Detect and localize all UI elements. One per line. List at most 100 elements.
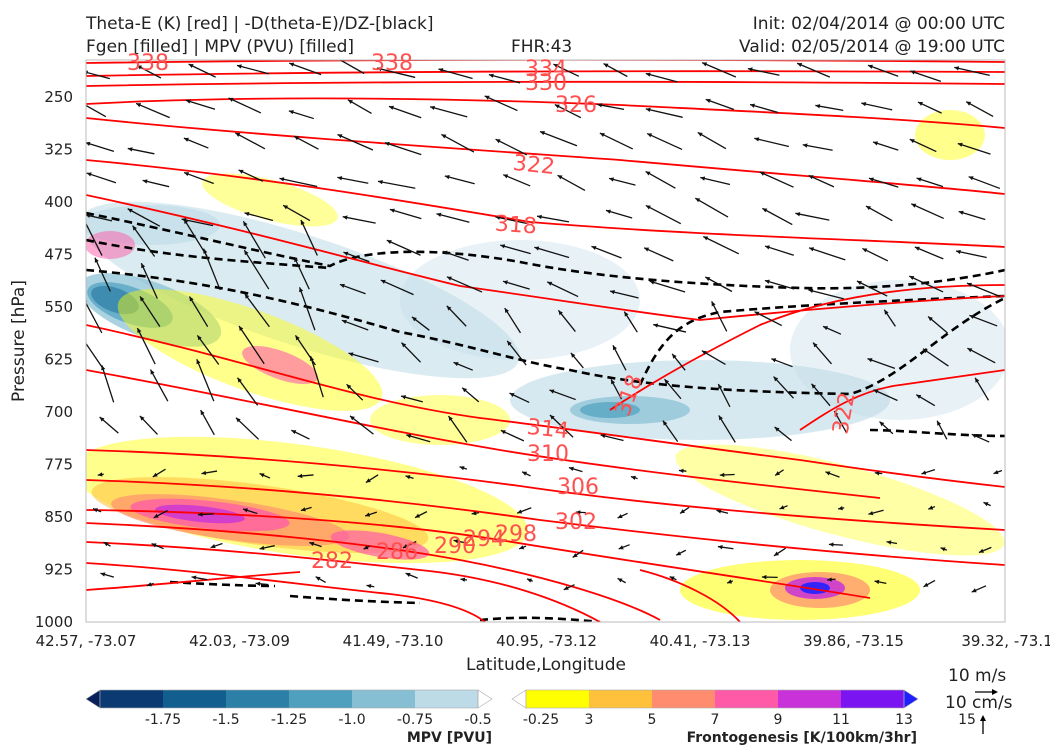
wind-vector bbox=[343, 251, 370, 263]
wind-vector bbox=[366, 584, 375, 589]
wind-vector bbox=[966, 282, 1001, 298]
theta-e-contour bbox=[86, 369, 881, 499]
theta-e-contour bbox=[86, 70, 1005, 77]
wind-vector bbox=[446, 305, 467, 327]
wind-vector bbox=[549, 414, 574, 438]
wind-vector bbox=[341, 319, 369, 331]
theta-e-contour bbox=[86, 562, 486, 622]
wind-vector bbox=[406, 434, 431, 443]
wind-vector bbox=[191, 575, 208, 581]
wind-vector bbox=[862, 247, 889, 262]
colorbar-tick-label: 11 bbox=[832, 712, 850, 728]
ddz-contour bbox=[638, 294, 1005, 386]
wind-vector bbox=[402, 540, 417, 549]
wind-vector bbox=[244, 293, 270, 328]
colorbar-tick-label: -0.25 bbox=[523, 712, 559, 728]
colorbar-swatch bbox=[652, 690, 716, 708]
wind-vector bbox=[502, 280, 530, 290]
wind-vector bbox=[461, 387, 480, 403]
plot-frame bbox=[85, 59, 1006, 623]
wind-vector bbox=[288, 110, 314, 120]
theta-e-contour bbox=[86, 97, 1005, 129]
wind-vector bbox=[337, 176, 369, 184]
wind-vector bbox=[645, 204, 682, 225]
theta-e-contour bbox=[639, 569, 741, 622]
wind-vector bbox=[438, 68, 473, 80]
colorbar-tick-label: -0.5 bbox=[464, 712, 491, 728]
wind-vector bbox=[909, 275, 944, 293]
ddz-contour bbox=[169, 580, 276, 588]
wind-vector bbox=[921, 469, 936, 475]
wind-vector bbox=[203, 248, 221, 291]
wind-vector bbox=[928, 505, 936, 510]
wind-vector bbox=[495, 138, 528, 156]
theta-e-contour-label: 318 bbox=[494, 212, 538, 240]
wind-vector bbox=[568, 466, 583, 473]
wind-vector bbox=[495, 215, 528, 225]
wind-vector bbox=[506, 340, 527, 366]
wind-vector bbox=[151, 543, 164, 550]
wind-vector bbox=[149, 369, 169, 402]
theta-e-contour bbox=[86, 80, 1005, 87]
x-tick-label: 39.32, -73.1 bbox=[961, 632, 1050, 650]
frontogenesis-colorbar-label: Frontogenesis [K/100km/3hr] bbox=[687, 730, 917, 746]
wind-vector bbox=[238, 325, 265, 365]
wind-vector bbox=[139, 296, 161, 327]
wind-vector bbox=[337, 133, 374, 151]
wind-vector bbox=[414, 511, 428, 519]
mpv-fill bbox=[400, 240, 640, 360]
colorbar-tick-label: 7 bbox=[711, 712, 720, 728]
wind-vector bbox=[827, 577, 836, 582]
wind-vector bbox=[759, 171, 794, 188]
fgen-fill bbox=[330, 530, 430, 560]
wind-vector bbox=[965, 101, 994, 117]
wind-vector bbox=[386, 239, 421, 256]
theta-e-contour-label: 302 bbox=[555, 510, 597, 535]
wind-vector bbox=[865, 205, 893, 222]
wind-vector bbox=[808, 247, 846, 261]
wind-vector bbox=[867, 358, 896, 369]
wind-vector bbox=[453, 361, 473, 371]
wind-vector bbox=[235, 417, 260, 440]
wind-vector bbox=[101, 365, 115, 403]
vector-key-vertical: 10 cm/s bbox=[945, 693, 1013, 713]
wind-vector bbox=[97, 472, 104, 477]
wind-vector bbox=[646, 132, 683, 151]
wind-vector bbox=[795, 212, 830, 221]
wind-vector bbox=[309, 355, 324, 398]
wind-vector bbox=[711, 301, 728, 332]
theta-e-contour bbox=[86, 194, 1005, 321]
wind-vector bbox=[291, 429, 310, 440]
theta-e-contour bbox=[609, 284, 1005, 411]
colorbar-swatch bbox=[100, 690, 164, 708]
wind-vector bbox=[701, 350, 726, 366]
wind-vector bbox=[200, 409, 215, 436]
colorbar-swatch bbox=[163, 690, 227, 708]
colorbar-tick-label: 9 bbox=[774, 712, 783, 728]
wind-vector bbox=[678, 468, 687, 474]
x-tick-label: 41.49, -73.10 bbox=[343, 632, 444, 650]
theta-e-contour-label: 338 bbox=[371, 51, 413, 76]
wind-vector bbox=[617, 512, 628, 519]
wind-vector bbox=[384, 141, 422, 156]
wind-vector bbox=[971, 585, 987, 593]
colorbar-tick-label: 5 bbox=[648, 712, 657, 728]
colorbar-extend-right bbox=[477, 689, 493, 709]
x-axis-label: Latitude,Longitude bbox=[466, 655, 626, 675]
theta-e-contour bbox=[86, 571, 301, 591]
wind-vector bbox=[955, 249, 987, 259]
mpv-fill bbox=[790, 280, 1005, 420]
theta-e-contour-label: 298 bbox=[495, 522, 537, 547]
wind-vector bbox=[694, 197, 729, 218]
fgen-fill bbox=[202, 173, 338, 227]
wind-vector bbox=[808, 174, 835, 188]
wind-vector bbox=[717, 545, 734, 550]
wind-vector bbox=[197, 512, 214, 517]
wind-vector bbox=[188, 296, 209, 328]
wind-vector bbox=[679, 506, 690, 514]
colorbar-extend-left bbox=[511, 689, 527, 709]
wind-vector bbox=[429, 105, 468, 118]
fgen-fill bbox=[86, 231, 135, 259]
wind-vector bbox=[719, 472, 735, 478]
